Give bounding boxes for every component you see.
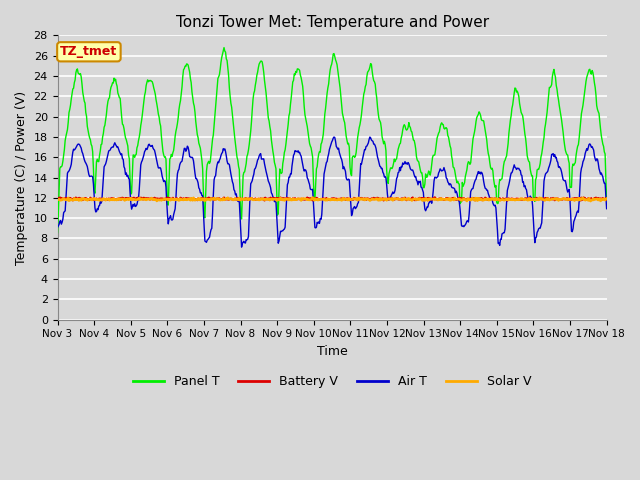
Legend: Panel T, Battery V, Air T, Solar V: Panel T, Battery V, Air T, Solar V <box>127 370 536 393</box>
Y-axis label: Temperature (C) / Power (V): Temperature (C) / Power (V) <box>15 91 28 264</box>
Text: TZ_tmet: TZ_tmet <box>60 45 118 58</box>
X-axis label: Time: Time <box>317 345 348 358</box>
Title: Tonzi Tower Met: Temperature and Power: Tonzi Tower Met: Temperature and Power <box>175 15 488 30</box>
